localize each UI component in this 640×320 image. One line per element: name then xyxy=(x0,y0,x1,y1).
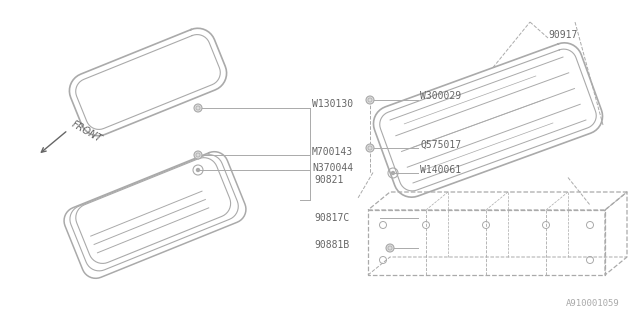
Text: A910001059: A910001059 xyxy=(566,299,620,308)
Text: W130130: W130130 xyxy=(312,99,353,109)
Text: FRONT: FRONT xyxy=(70,119,104,145)
Circle shape xyxy=(196,169,200,172)
Circle shape xyxy=(366,144,374,152)
Text: 90881B: 90881B xyxy=(315,240,350,250)
Circle shape xyxy=(386,244,394,252)
Circle shape xyxy=(194,104,202,112)
Text: N370044: N370044 xyxy=(312,163,353,173)
Text: M700143: M700143 xyxy=(312,147,353,157)
Circle shape xyxy=(194,151,202,159)
Circle shape xyxy=(366,96,374,104)
Text: 90917: 90917 xyxy=(548,30,577,40)
Circle shape xyxy=(392,172,394,174)
Text: Q575017: Q575017 xyxy=(420,140,461,150)
Text: 90817C: 90817C xyxy=(315,213,350,223)
Text: 90821: 90821 xyxy=(314,175,344,185)
Text: W140061: W140061 xyxy=(420,165,461,175)
Text: W300029: W300029 xyxy=(420,91,461,101)
